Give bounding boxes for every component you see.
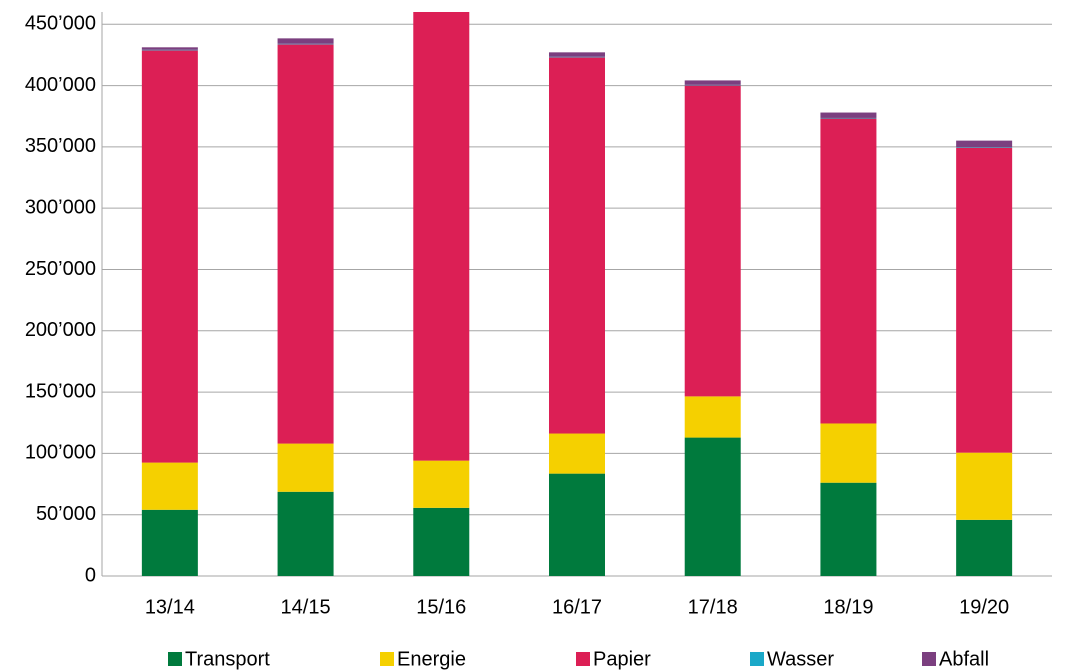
bar-segment xyxy=(684,85,741,397)
bar-segment xyxy=(277,443,334,492)
labels: 0 50’000 100’000 150’000 200’000 250’000 300’0… xyxy=(25,13,1009,670)
bar-segment xyxy=(956,519,1013,576)
bar-segment xyxy=(277,38,334,44)
x-tick-label: 13/14 xyxy=(145,596,195,618)
x-tick-label: 17/18 xyxy=(688,596,738,618)
x-tick-label: 19/20 xyxy=(959,596,1009,618)
y-tick-label: 100’000 xyxy=(25,442,96,464)
bar-segment xyxy=(549,57,605,434)
legend-label: Wasser xyxy=(767,648,834,670)
legend-swatch xyxy=(922,652,936,666)
legend-label: Energie xyxy=(397,648,466,670)
legend-label: Papier xyxy=(593,648,651,670)
y-tick-label: 200’000 xyxy=(25,319,96,341)
y-tick-label: 400’000 xyxy=(25,74,96,96)
bars xyxy=(141,1,1013,576)
bar-segment xyxy=(413,6,469,7)
bar-segment xyxy=(956,452,1013,520)
bar-segment xyxy=(549,56,605,58)
bar-segment xyxy=(820,112,877,118)
legend-label: Transport xyxy=(185,648,270,670)
bar-segment xyxy=(820,482,877,576)
bar-segment xyxy=(413,12,470,461)
y-tick-label: 250’000 xyxy=(25,258,96,280)
bar-segment xyxy=(413,1,469,6)
bar-segment xyxy=(684,437,741,576)
y-tick-label: 450’000 xyxy=(25,13,96,35)
bar-segment xyxy=(956,147,1013,453)
y-tick-label: 300’000 xyxy=(25,196,96,218)
y-tick-label: 150’000 xyxy=(25,380,96,402)
bar-segment xyxy=(820,117,877,119)
legend-label: Abfall xyxy=(939,648,989,670)
bar-segment xyxy=(413,507,470,576)
bar-segment xyxy=(956,140,1013,147)
bar-segment xyxy=(277,44,334,444)
y-tick-label: 50’000 xyxy=(36,503,96,525)
x-tick-label: 16/17 xyxy=(552,596,602,618)
legend-swatch xyxy=(576,652,590,666)
legend-swatch xyxy=(168,652,182,666)
bar-segment xyxy=(684,396,741,438)
bar-segment xyxy=(141,49,198,51)
y-tick-label: 350’000 xyxy=(25,135,96,157)
bar-segment xyxy=(413,460,470,508)
bar-segment xyxy=(684,80,741,85)
bar-segment xyxy=(956,146,1013,148)
bar-segment xyxy=(141,509,198,576)
bar-segment xyxy=(549,473,605,576)
bar-segment xyxy=(820,423,877,483)
x-tick-label: 15/16 xyxy=(416,596,466,618)
legend-swatch xyxy=(750,652,764,666)
bar-segment xyxy=(141,47,198,50)
bar-segment xyxy=(141,462,198,510)
bar-segment xyxy=(549,433,605,474)
bar-segment xyxy=(277,491,334,576)
legend-swatch xyxy=(380,652,394,666)
bar-segment xyxy=(684,84,741,86)
x-tick-label: 14/15 xyxy=(281,596,331,618)
x-tick-label: 18/19 xyxy=(823,596,873,618)
bar-segment xyxy=(549,52,605,57)
y-tick-label: 0 xyxy=(85,564,96,586)
bar-segment xyxy=(277,43,334,45)
bar-segment xyxy=(820,118,877,424)
bar-segment xyxy=(141,50,198,463)
